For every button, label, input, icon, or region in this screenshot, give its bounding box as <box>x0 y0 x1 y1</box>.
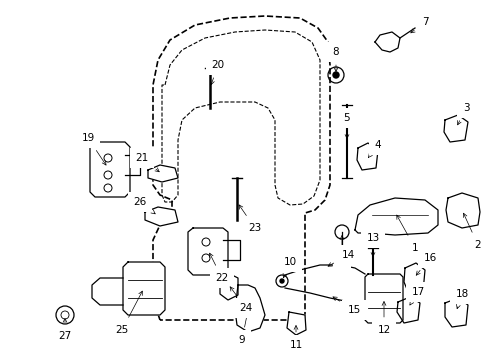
Text: 8: 8 <box>332 47 339 71</box>
Text: 7: 7 <box>410 17 427 33</box>
Polygon shape <box>145 207 178 226</box>
Polygon shape <box>374 32 399 52</box>
Text: 20: 20 <box>210 60 224 85</box>
Text: 2: 2 <box>462 213 480 250</box>
Polygon shape <box>445 193 479 228</box>
Polygon shape <box>364 274 402 323</box>
Polygon shape <box>90 142 130 197</box>
Text: 17: 17 <box>409 287 424 305</box>
Polygon shape <box>286 312 305 335</box>
Text: 14: 14 <box>327 250 354 266</box>
Text: 9: 9 <box>238 314 248 345</box>
Text: 1: 1 <box>396 215 417 253</box>
Text: 24: 24 <box>230 287 252 313</box>
Text: 27: 27 <box>58 319 71 341</box>
Text: 15: 15 <box>332 297 360 315</box>
Text: 26: 26 <box>133 197 155 214</box>
Polygon shape <box>443 115 467 142</box>
Text: 11: 11 <box>289 325 302 350</box>
Text: 23: 23 <box>239 205 261 233</box>
Polygon shape <box>125 155 140 175</box>
Polygon shape <box>187 228 227 275</box>
Circle shape <box>280 279 284 283</box>
Polygon shape <box>444 298 467 327</box>
Text: 18: 18 <box>454 289 468 309</box>
Polygon shape <box>396 297 419 323</box>
Text: 22: 22 <box>209 253 228 283</box>
Polygon shape <box>220 273 238 300</box>
Text: 10: 10 <box>283 257 296 278</box>
Polygon shape <box>223 240 240 260</box>
Polygon shape <box>123 262 164 315</box>
Text: 16: 16 <box>415 253 436 275</box>
Text: 25: 25 <box>115 291 142 335</box>
Text: 21: 21 <box>135 153 159 172</box>
Text: 19: 19 <box>81 133 106 165</box>
Polygon shape <box>354 198 437 235</box>
Text: 5: 5 <box>343 113 349 139</box>
Text: 4: 4 <box>367 140 381 158</box>
Text: 13: 13 <box>366 233 379 256</box>
Polygon shape <box>235 285 264 332</box>
Text: 12: 12 <box>377 302 390 335</box>
Polygon shape <box>356 143 377 170</box>
Polygon shape <box>148 165 178 182</box>
Circle shape <box>332 72 338 78</box>
Text: 3: 3 <box>457 103 468 125</box>
Text: 6: 6 <box>338 235 345 263</box>
Polygon shape <box>403 263 424 294</box>
